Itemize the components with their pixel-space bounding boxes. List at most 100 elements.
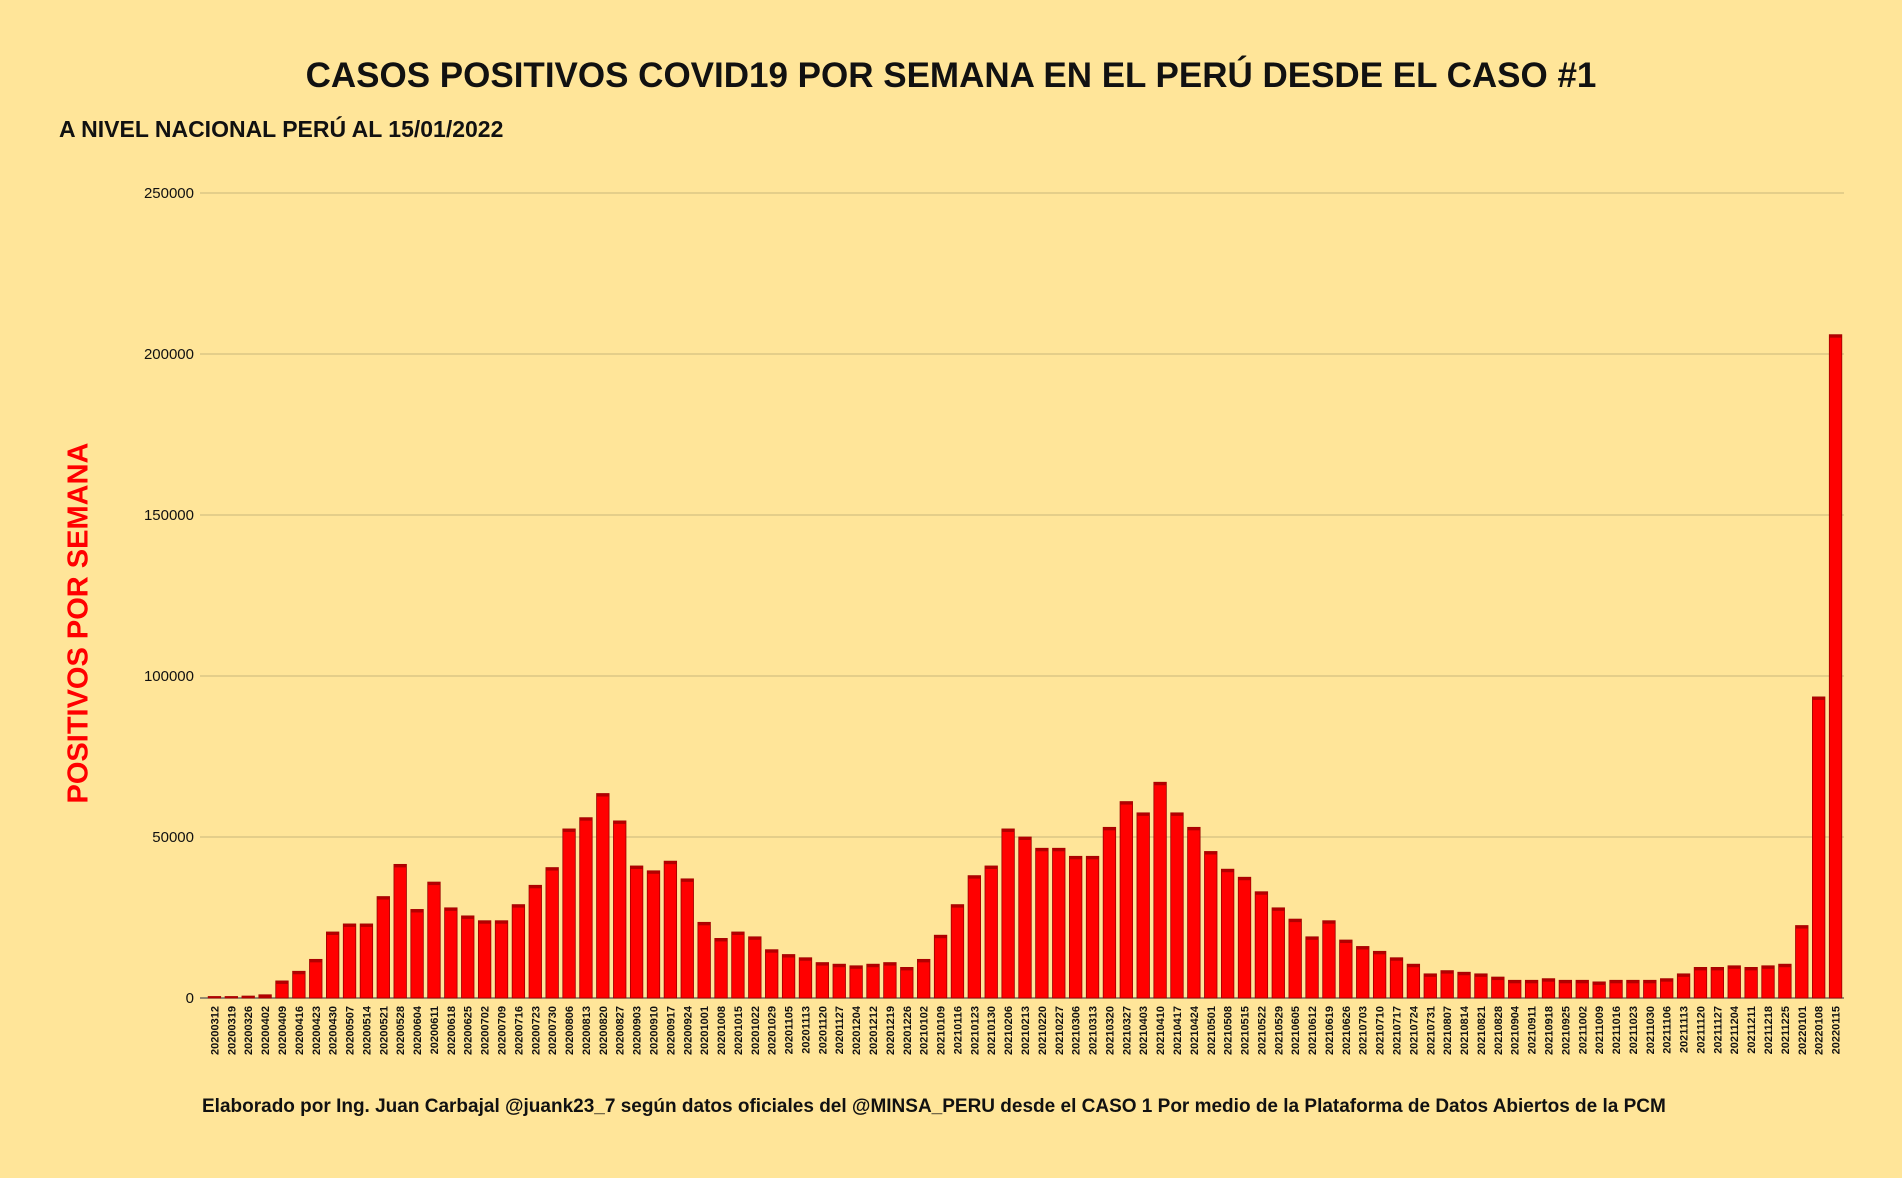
x-tick-label: 20201029: [767, 1006, 779, 1055]
bar-body: [697, 921, 711, 999]
bar-body: [359, 923, 374, 999]
bar-top: [258, 994, 272, 998]
bars: [207, 334, 1843, 999]
bar-top: [866, 964, 880, 968]
bar-top: [596, 793, 610, 797]
x-tick-label: 20210320: [1104, 1006, 1116, 1055]
bar: [1710, 967, 1724, 999]
bar-top: [883, 962, 897, 966]
bar-top: [545, 867, 559, 871]
bar-top: [360, 923, 373, 927]
bar-top: [613, 820, 626, 824]
bar: [1322, 920, 1336, 999]
bar: [562, 828, 576, 999]
bar-top: [1592, 981, 1606, 985]
bar-top: [1086, 856, 1099, 860]
bar: [1592, 981, 1606, 999]
bar-top: [1052, 848, 1066, 852]
bar-top: [1170, 812, 1184, 816]
bar-body: [410, 909, 424, 999]
bar-body: [1204, 851, 1218, 999]
bar: [545, 867, 559, 999]
bar: [1035, 847, 1049, 999]
bar-top: [1390, 957, 1403, 961]
bar-top: [1559, 980, 1572, 984]
bar: [427, 881, 441, 999]
x-tick-label: 20210821: [1476, 1006, 1488, 1055]
bar: [596, 793, 610, 999]
bar: [410, 909, 424, 999]
x-tick-label: 20210731: [1425, 1006, 1437, 1055]
bar-body: [511, 904, 526, 999]
bar: [832, 963, 846, 999]
bar-body: [528, 884, 542, 999]
x-tick-label: 20210904: [1510, 1005, 1522, 1055]
bar-body: [579, 817, 593, 999]
bar-body: [393, 863, 407, 999]
bar-top: [1727, 965, 1741, 969]
bar-top: [984, 865, 998, 869]
x-tick-label: 20200702: [480, 1006, 492, 1055]
bar-top: [1576, 980, 1589, 984]
x-tick-label: 20201015: [733, 1006, 745, 1055]
x-tick-label: 20210828: [1493, 1006, 1505, 1055]
bar: [1153, 781, 1167, 999]
chart-subtitle: A NIVEL NACIONAL PERÚ AL 15/01/2022: [59, 116, 504, 142]
bar: [917, 958, 931, 999]
bar: [1508, 979, 1522, 999]
bar-body: [1035, 847, 1049, 999]
bar-body: [1710, 967, 1724, 999]
bar-body: [309, 958, 323, 999]
bar-top: [697, 922, 711, 926]
bar-top: [1795, 925, 1809, 929]
bar: [1778, 963, 1792, 999]
x-tick-label: 20200806: [564, 1006, 576, 1055]
bar: [1288, 918, 1302, 999]
bar-body: [748, 936, 762, 999]
bar-top: [241, 996, 255, 998]
bar-body: [326, 931, 340, 999]
bar: [1524, 979, 1539, 999]
x-tick-label: 20200910: [648, 1006, 660, 1055]
bar-top: [1035, 848, 1049, 852]
bar-top: [393, 864, 407, 868]
bar-body: [1001, 828, 1015, 999]
y-tick-label: 50000: [152, 829, 194, 846]
bar-top: [1272, 907, 1285, 911]
x-tick-label: 20211009: [1594, 1006, 1606, 1054]
bar-top: [1204, 851, 1218, 855]
bar: [1558, 979, 1573, 999]
bar: [1119, 801, 1133, 999]
bar: [629, 865, 644, 999]
bar: [1744, 967, 1758, 999]
bar-body: [1372, 950, 1387, 999]
bar-body: [917, 958, 931, 999]
bar: [1204, 851, 1218, 999]
bar-body: [900, 967, 914, 999]
x-tick-label: 20210306: [1071, 1006, 1083, 1055]
bar-top: [799, 957, 812, 961]
x-tick-label: 20210626: [1341, 1006, 1353, 1055]
bar-body: [1693, 967, 1708, 999]
x-tick-label: 20201113: [800, 1006, 812, 1054]
bar-body: [1812, 696, 1826, 999]
bar-top: [326, 931, 339, 935]
bar-top: [1407, 964, 1420, 968]
bar-top: [1609, 980, 1623, 984]
x-tick-label: 20200924: [682, 1005, 694, 1055]
bar-body: [444, 907, 458, 999]
x-tick-label: 20210227: [1054, 1006, 1066, 1055]
bar: [765, 949, 779, 999]
bar: [359, 923, 374, 999]
bar: [1069, 855, 1083, 999]
bar: [815, 962, 830, 999]
bar-body: [1237, 876, 1252, 999]
bar-top: [1018, 837, 1032, 840]
bar: [1406, 963, 1421, 999]
bar: [1761, 965, 1775, 999]
x-tick-label: 20211016: [1611, 1006, 1623, 1054]
bar: [1237, 876, 1252, 999]
x-tick-label: 20211002: [1577, 1006, 1589, 1054]
x-tick-label: 20211023: [1628, 1006, 1640, 1054]
